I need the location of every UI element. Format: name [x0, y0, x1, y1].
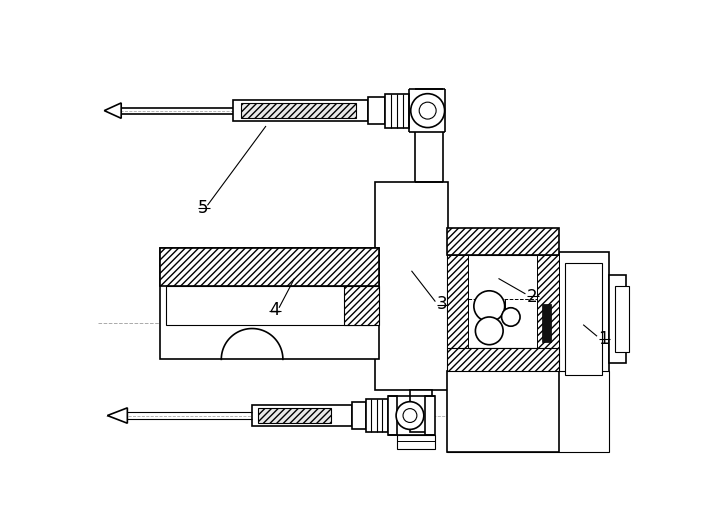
- Bar: [240, 103, 356, 118]
- Bar: [608, 275, 625, 363]
- Bar: [447, 228, 559, 255]
- Bar: [258, 408, 331, 423]
- Bar: [252, 405, 352, 427]
- Circle shape: [411, 94, 445, 127]
- Bar: [447, 348, 559, 371]
- Bar: [410, 390, 432, 432]
- Bar: [352, 402, 366, 429]
- Bar: [388, 396, 397, 435]
- Bar: [375, 182, 449, 390]
- Bar: [542, 304, 551, 342]
- Bar: [447, 371, 559, 452]
- Bar: [447, 255, 469, 348]
- Bar: [160, 248, 379, 359]
- Text: 1: 1: [598, 330, 609, 348]
- Text: 4: 4: [269, 301, 279, 320]
- Circle shape: [396, 402, 424, 429]
- Bar: [447, 255, 559, 348]
- Circle shape: [501, 308, 520, 326]
- Bar: [160, 248, 379, 286]
- Circle shape: [403, 409, 417, 422]
- Bar: [559, 252, 608, 386]
- Bar: [367, 97, 384, 125]
- Text: 5: 5: [199, 199, 208, 217]
- Polygon shape: [107, 408, 128, 423]
- Bar: [537, 255, 559, 348]
- Bar: [425, 396, 435, 435]
- Bar: [615, 286, 629, 352]
- Circle shape: [419, 102, 436, 119]
- Bar: [564, 263, 603, 375]
- Bar: [447, 371, 608, 452]
- Bar: [384, 94, 409, 127]
- Text: 3: 3: [437, 296, 447, 313]
- Bar: [166, 286, 373, 325]
- Bar: [366, 399, 388, 432]
- Polygon shape: [104, 103, 121, 118]
- Bar: [233, 100, 367, 122]
- Bar: [345, 286, 379, 325]
- Text: 2: 2: [527, 288, 537, 305]
- Bar: [397, 435, 435, 449]
- Circle shape: [476, 317, 503, 345]
- Circle shape: [474, 291, 505, 322]
